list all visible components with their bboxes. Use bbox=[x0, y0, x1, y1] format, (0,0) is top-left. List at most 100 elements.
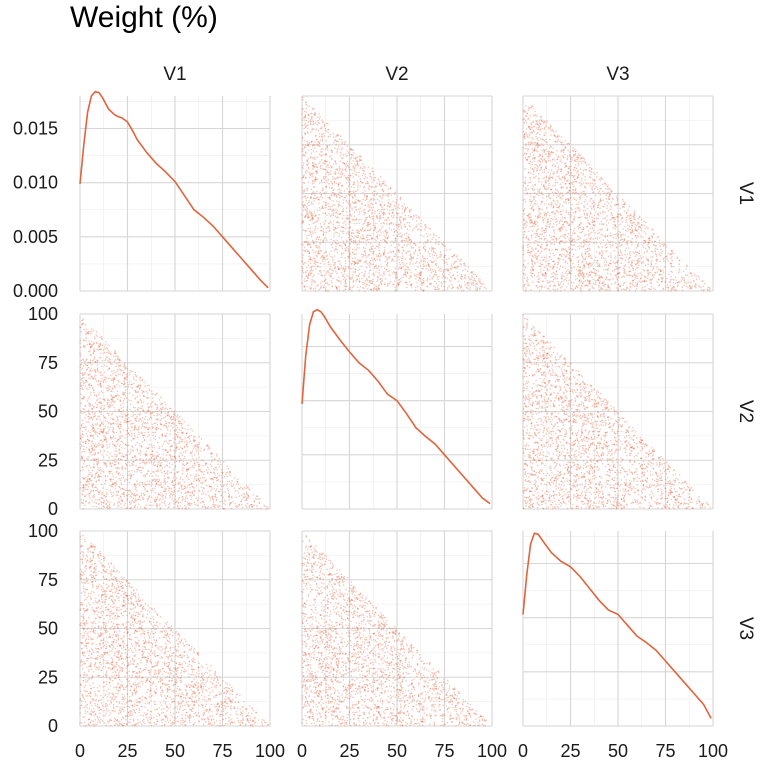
scatter-point bbox=[566, 274, 568, 276]
scatter-point bbox=[344, 247, 346, 250]
scatter-point bbox=[556, 158, 558, 160]
scatter-point bbox=[318, 207, 321, 209]
scatter-point bbox=[386, 262, 389, 265]
scatter-point bbox=[376, 280, 378, 282]
scatter-point bbox=[308, 223, 311, 226]
scatter-point bbox=[672, 285, 675, 288]
scatter-point bbox=[356, 259, 359, 261]
scatter-point bbox=[332, 208, 334, 210]
scatter-point bbox=[363, 222, 366, 224]
scatter-point bbox=[338, 170, 341, 172]
scatter-point bbox=[319, 161, 321, 163]
scatter-point bbox=[362, 283, 364, 286]
scatter-point bbox=[667, 287, 669, 289]
scatter-point bbox=[426, 235, 429, 237]
scatter-point bbox=[613, 282, 616, 285]
scatter-point bbox=[356, 279, 358, 281]
scatter-point bbox=[561, 197, 563, 200]
scatter-point bbox=[453, 253, 456, 256]
scatter-point bbox=[614, 255, 617, 258]
scatter-point bbox=[429, 234, 431, 236]
scatter-point bbox=[608, 222, 610, 224]
scatter-point bbox=[553, 254, 556, 257]
scatter-point bbox=[324, 204, 327, 207]
scatter-point bbox=[332, 178, 334, 181]
scatter-point bbox=[301, 214, 303, 216]
scatter-point bbox=[304, 177, 307, 179]
scatter-point bbox=[427, 239, 429, 241]
scatter-point bbox=[464, 265, 467, 267]
scatter-point bbox=[524, 187, 527, 189]
scatter-point bbox=[610, 201, 613, 203]
scatter-point bbox=[633, 210, 636, 213]
scatter-point bbox=[383, 234, 385, 237]
scatter-point bbox=[345, 207, 348, 209]
scatter-point bbox=[523, 213, 526, 215]
scatter-point bbox=[304, 288, 306, 291]
scatter-point bbox=[581, 183, 583, 186]
scatter-point bbox=[340, 148, 343, 151]
scatter-point bbox=[341, 205, 343, 208]
scatter-point bbox=[533, 183, 536, 186]
scatter-point bbox=[542, 219, 545, 222]
scatter-point bbox=[529, 176, 531, 179]
scatter-point bbox=[546, 240, 549, 242]
scatter-point bbox=[393, 255, 396, 257]
scatter-point bbox=[361, 230, 363, 232]
scatter-point bbox=[564, 255, 567, 258]
scatter-point bbox=[371, 248, 373, 250]
scatter-point bbox=[630, 220, 632, 222]
scatter-point bbox=[561, 285, 563, 288]
scatter-point bbox=[403, 239, 406, 242]
scatter-point bbox=[633, 213, 636, 216]
scatter-point bbox=[560, 135, 563, 138]
scatter-point bbox=[536, 191, 539, 193]
scatter-point bbox=[670, 265, 673, 268]
scatter-point bbox=[594, 203, 596, 205]
scatter-point bbox=[614, 281, 617, 283]
scatter-point bbox=[341, 230, 344, 233]
scatter-point bbox=[556, 220, 558, 222]
scatter-point bbox=[336, 278, 338, 281]
scatter-point bbox=[320, 164, 322, 167]
scatter-point bbox=[578, 226, 580, 228]
scatter-point bbox=[342, 240, 344, 242]
scatter-point bbox=[372, 274, 374, 276]
scatter-point bbox=[591, 271, 594, 274]
scatter-point bbox=[441, 277, 444, 279]
scatter-point bbox=[330, 194, 333, 197]
scatter-point bbox=[367, 229, 369, 231]
scatter-point bbox=[306, 250, 309, 253]
scatter-point bbox=[534, 232, 536, 235]
scatter-point bbox=[637, 242, 640, 245]
scatter-point bbox=[621, 217, 624, 219]
scatter-point bbox=[647, 227, 649, 230]
scatter-point bbox=[391, 259, 394, 261]
scatter-point bbox=[573, 238, 575, 240]
scatter-point bbox=[358, 218, 360, 221]
scatter-point bbox=[550, 236, 552, 239]
scatter-point bbox=[410, 216, 413, 218]
scatter-point bbox=[594, 280, 597, 282]
scatter-point bbox=[321, 151, 323, 153]
scatter-point bbox=[410, 271, 412, 274]
scatter-point bbox=[656, 281, 658, 283]
scatter-point bbox=[584, 176, 586, 178]
scatter-point bbox=[365, 243, 368, 246]
scatter-point bbox=[354, 257, 356, 259]
scatter-point bbox=[373, 229, 375, 231]
scatter-point bbox=[601, 210, 604, 213]
scatter-point bbox=[333, 172, 335, 175]
scatter-point bbox=[525, 220, 527, 223]
scatter-point bbox=[380, 208, 383, 211]
scatter-point bbox=[554, 181, 557, 184]
scatter-point bbox=[358, 272, 361, 275]
scatter-point bbox=[539, 155, 541, 157]
scatter-point bbox=[381, 206, 383, 208]
scatter-point bbox=[544, 165, 547, 168]
scatter-point bbox=[362, 235, 364, 238]
scatter-point bbox=[315, 238, 318, 241]
scatter-point bbox=[427, 263, 430, 266]
scatter-point bbox=[344, 227, 347, 230]
scatter-point bbox=[569, 190, 571, 192]
